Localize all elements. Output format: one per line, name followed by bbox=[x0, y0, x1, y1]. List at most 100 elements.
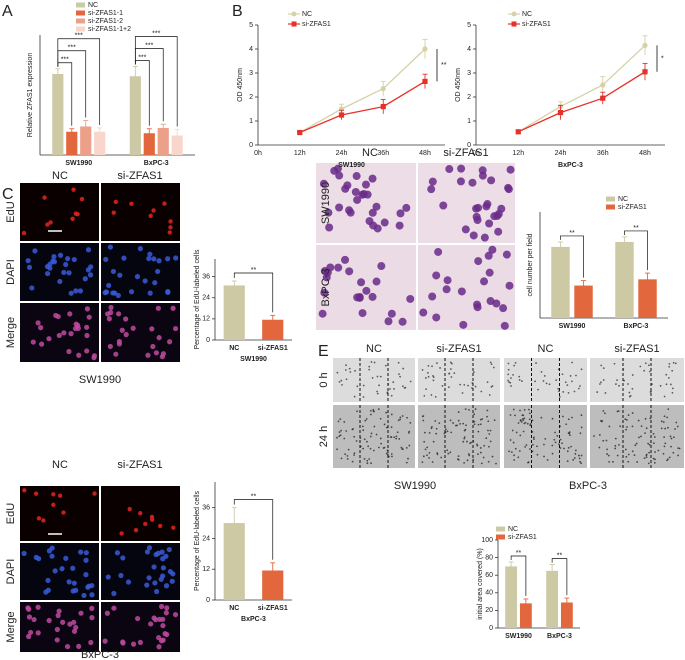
cell bbox=[84, 324, 90, 330]
cell bbox=[665, 373, 668, 376]
cell bbox=[146, 575, 152, 581]
y-tick-label: 3 bbox=[249, 70, 253, 77]
cell bbox=[579, 385, 581, 387]
cell bbox=[401, 448, 404, 451]
legend-swatch bbox=[76, 26, 85, 32]
cell bbox=[624, 418, 627, 421]
cell bbox=[424, 431, 426, 434]
cell bbox=[517, 422, 520, 424]
cell bbox=[508, 450, 511, 453]
cell bbox=[446, 430, 449, 433]
cell bbox=[38, 325, 44, 331]
row-label: Merge bbox=[5, 317, 17, 348]
cell bbox=[504, 185, 513, 194]
cell bbox=[339, 434, 342, 437]
row-label: DAPI bbox=[5, 259, 17, 285]
cell bbox=[450, 431, 453, 434]
column-header: si-ZFAS1 bbox=[614, 343, 659, 355]
cell bbox=[602, 379, 605, 381]
cell bbox=[337, 420, 340, 423]
y-tick-label: 60 bbox=[485, 572, 493, 579]
bar bbox=[551, 246, 570, 318]
cell bbox=[352, 428, 354, 430]
cell bbox=[370, 413, 372, 416]
cell bbox=[663, 395, 666, 398]
y-tick-label: 5 bbox=[467, 22, 471, 29]
cell bbox=[512, 408, 515, 411]
x-tick-label: 0h bbox=[254, 150, 262, 157]
bar bbox=[66, 131, 78, 155]
cell bbox=[678, 447, 681, 450]
column-header: si-ZFAS1 bbox=[117, 459, 162, 471]
cell bbox=[67, 621, 73, 627]
x-axis-title: BxPC-3 bbox=[558, 162, 583, 169]
x-tick-label: 48h bbox=[419, 150, 431, 157]
cell bbox=[26, 633, 32, 640]
cell bbox=[118, 572, 124, 579]
cell bbox=[39, 341, 45, 347]
cell bbox=[125, 579, 132, 585]
cell bbox=[384, 317, 393, 326]
cell bbox=[449, 419, 452, 422]
cell bbox=[574, 449, 577, 452]
cell bbox=[31, 616, 37, 623]
cell bbox=[356, 410, 358, 413]
cell bbox=[602, 410, 605, 412]
cell bbox=[368, 208, 377, 217]
cell bbox=[605, 439, 608, 442]
cell bbox=[580, 368, 583, 371]
cell bbox=[407, 431, 410, 434]
cell bbox=[36, 516, 42, 521]
cell bbox=[368, 292, 377, 301]
y-tick-label: 20 bbox=[485, 607, 493, 614]
cell bbox=[465, 424, 467, 427]
cell bbox=[158, 638, 165, 644]
cell bbox=[103, 256, 109, 263]
cell bbox=[318, 309, 327, 318]
cell bbox=[60, 619, 66, 625]
cell bbox=[558, 443, 560, 446]
cell bbox=[319, 179, 328, 188]
cell bbox=[445, 165, 454, 174]
cell bbox=[577, 454, 580, 457]
y-tick-label: 4 bbox=[249, 46, 253, 53]
cell bbox=[77, 288, 84, 294]
cell bbox=[351, 460, 354, 463]
significance-label: *** bbox=[145, 42, 153, 49]
cell bbox=[440, 456, 443, 459]
cell bbox=[56, 332, 62, 339]
cell bbox=[633, 454, 636, 457]
cell bbox=[103, 289, 110, 295]
cell bbox=[494, 227, 503, 236]
cell bbox=[165, 289, 171, 295]
cell bbox=[345, 430, 348, 432]
cell bbox=[635, 442, 638, 445]
cell bbox=[486, 409, 489, 412]
cell bbox=[486, 415, 488, 418]
cell bbox=[107, 244, 113, 250]
cell bbox=[75, 322, 81, 329]
cell bbox=[105, 574, 111, 580]
cell bbox=[467, 384, 469, 387]
cell bbox=[158, 576, 164, 582]
cell bbox=[566, 450, 569, 453]
significance-label: ** bbox=[633, 225, 639, 232]
cell bbox=[625, 419, 628, 421]
cell bbox=[674, 362, 677, 365]
x-tick-label: NC bbox=[229, 345, 239, 352]
cell bbox=[428, 456, 430, 459]
cell bbox=[45, 577, 51, 584]
x-tick-label: SW1990 bbox=[505, 633, 532, 640]
cell bbox=[169, 578, 175, 584]
cell bbox=[469, 442, 471, 445]
cell bbox=[402, 203, 411, 212]
cell bbox=[427, 364, 430, 367]
cell bbox=[520, 380, 523, 382]
cell bbox=[145, 352, 151, 358]
cell bbox=[33, 554, 39, 560]
cell bbox=[579, 432, 582, 435]
cell bbox=[495, 462, 497, 465]
cell bbox=[457, 455, 460, 458]
cell bbox=[427, 185, 436, 194]
cell bbox=[558, 395, 561, 398]
